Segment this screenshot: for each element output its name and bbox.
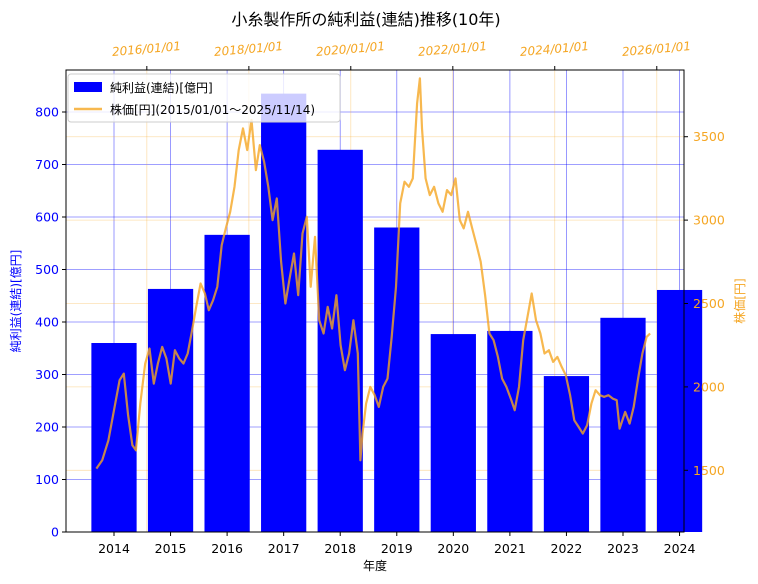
top-date-tick-label: 2024/01/01 <box>519 39 589 59</box>
x-tick-label: 2017 <box>268 541 300 556</box>
x-tick-label: 2024 <box>664 541 696 556</box>
plot-frame <box>65 69 685 533</box>
x-axis-top-dates: 2016/01/01 2018/01/01 2020/01/01 2022/01/01… <box>111 39 691 70</box>
x-tick-label: 2014 <box>98 541 130 556</box>
top-date-tick-label: 2016/01/01 <box>111 39 181 59</box>
bar-2020 <box>430 334 476 532</box>
y-left-tick-label: 500 <box>35 262 59 277</box>
top-date-tick-label: 2026/01/01 <box>621 39 691 59</box>
bar-2015 <box>147 288 194 532</box>
x-tick-label: 2018 <box>324 541 356 556</box>
bar-2014 <box>91 343 137 532</box>
line-series <box>95 77 651 470</box>
x-tick-label: 2016 <box>211 541 243 556</box>
y-axis-right-label: 株価[円] <box>732 278 747 323</box>
top-date-tick-label: 2020/01/01 <box>315 39 385 59</box>
x-tick-label: 2020 <box>437 541 469 556</box>
legend-box <box>67 73 341 123</box>
y-axis-right: 1500 2000 2500 3000 3500 <box>684 129 725 478</box>
legend-swatch-bar <box>74 82 102 92</box>
chart-title: 小糸製作所の純利益(連結)推移(10年) <box>231 10 500 29</box>
x-tick-label: 2023 <box>607 541 639 556</box>
y-left-tick-label: 100 <box>35 472 59 487</box>
y-left-tick-label: 400 <box>35 315 59 330</box>
bar-2021 <box>487 330 533 532</box>
bar-2016 <box>204 234 250 532</box>
y-right-tick-label: 3500 <box>693 129 725 144</box>
y-left-tick-label: 600 <box>35 210 59 225</box>
y-axis-left: 0 100 200 300 400 500 600 700 800 <box>35 105 66 540</box>
y-right-tick-label: 2000 <box>693 379 725 394</box>
x-tick-label: 2022 <box>551 541 583 556</box>
y-left-tick-label: 0 <box>51 525 59 540</box>
y-axis-left-label: 純利益(連結)[億円] <box>9 250 23 353</box>
y-right-tick-label: 2500 <box>693 296 725 311</box>
bar-2017 <box>261 93 307 532</box>
y-left-tick-label: 200 <box>35 420 59 435</box>
legend-label-bar: 純利益(連結)[億円] <box>110 81 213 95</box>
stock-price-line <box>95 77 651 470</box>
bar-2022 <box>543 376 590 532</box>
x-axis-label: 年度 <box>363 558 387 573</box>
y-left-tick-label: 300 <box>35 367 59 382</box>
x-tick-label: 2021 <box>494 541 526 556</box>
x-axis: 2014 2015 2016 2017 2018 2019 2020 2021 2022 2023… <box>98 532 696 556</box>
y-left-tick-label: 800 <box>35 105 59 120</box>
legend-label-line: 株価[円](2015/01/01〜2025/11/14) <box>110 102 315 117</box>
legend: 純利益(連結)[億円] 株価[円](2015/01/01〜2025/11/14) <box>67 73 341 123</box>
bar-series <box>91 93 703 533</box>
top-date-tick-label: 2022/01/01 <box>417 39 487 59</box>
x-tick-label: 2019 <box>381 541 413 556</box>
y-right-tick-label: 3000 <box>693 213 725 228</box>
x-tick-label: 2015 <box>155 541 187 556</box>
bar-2023 <box>600 317 646 532</box>
y-right-tick-label: 1500 <box>693 463 725 478</box>
y-left-tick-label: 700 <box>35 157 59 172</box>
bar-2024 <box>656 289 703 532</box>
top-date-tick-label: 2018/01/01 <box>213 39 283 59</box>
